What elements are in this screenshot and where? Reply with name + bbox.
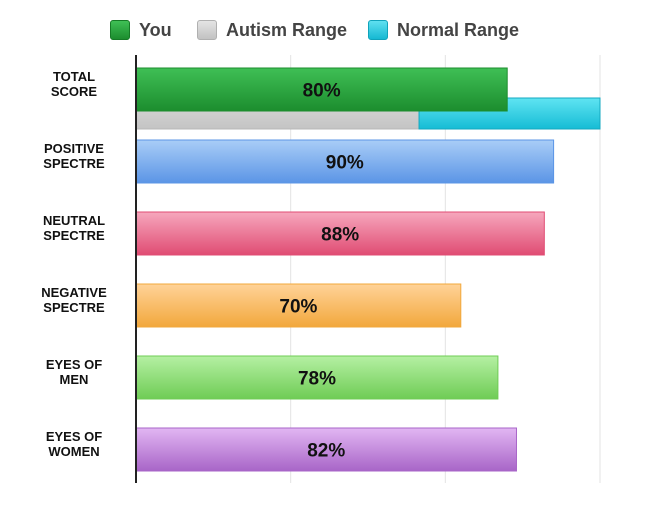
- category-label-1: TOTAL SCORE: [14, 69, 134, 99]
- bar-value-label-5: 78%: [298, 369, 336, 390]
- category-label-line: WOMEN: [48, 443, 100, 459]
- category-label-line: SCORE: [50, 83, 98, 99]
- legend-label-autism-range: Autism Range: [226, 19, 348, 40]
- legend-label-you: You: [139, 19, 172, 40]
- category-label-line: NEGATIVE: [41, 284, 107, 300]
- category-label-line: SPECTRE: [43, 227, 105, 243]
- legend-item-you: You: [110, 17, 172, 43]
- chart-legend: You Autism Range Normal Range: [0, 17, 654, 43]
- bar-5: [135, 355, 499, 400]
- category-label-line: EYES OF: [45, 428, 103, 444]
- category-label-line: SPECTRE: [43, 299, 105, 315]
- legend-swatch-autism-range: [197, 20, 217, 40]
- category-label-line: POSITIVE: [44, 140, 104, 156]
- bar-2: [135, 139, 555, 184]
- category-label-line: NEUTRAL: [42, 212, 106, 228]
- legend-item-normal-range: Normal Range: [368, 17, 519, 43]
- bar-value-label-3: 88%: [321, 225, 359, 246]
- legend-swatch-you: [110, 20, 130, 40]
- bar-value-label-1: 80%: [303, 81, 341, 102]
- category-label-6: EYES OF WOMEN: [14, 429, 134, 459]
- category-label-5: EYES OF MEN: [14, 357, 134, 387]
- legend-label-normal-range: Normal Range: [397, 19, 520, 40]
- bar-value-label-4: 70%: [279, 297, 317, 318]
- category-label-line: EYES OF: [45, 356, 103, 372]
- bar-6: [135, 427, 517, 472]
- legend-item-autism-range: Autism Range: [197, 17, 347, 43]
- bar-value-label-6: 82%: [307, 441, 345, 462]
- legend-swatch-normal-range: [368, 20, 388, 40]
- bar-value-label-2: 90%: [326, 153, 364, 174]
- category-label-2: POSITIVE SPECTRE: [14, 141, 134, 171]
- category-label-line: TOTAL: [52, 68, 96, 84]
- category-label-3: NEUTRAL SPECTRE: [14, 213, 134, 243]
- category-label-4: NEGATIVE SPECTRE: [14, 285, 134, 315]
- category-label-line: MEN: [59, 371, 89, 387]
- category-label-line: SPECTRE: [43, 155, 105, 171]
